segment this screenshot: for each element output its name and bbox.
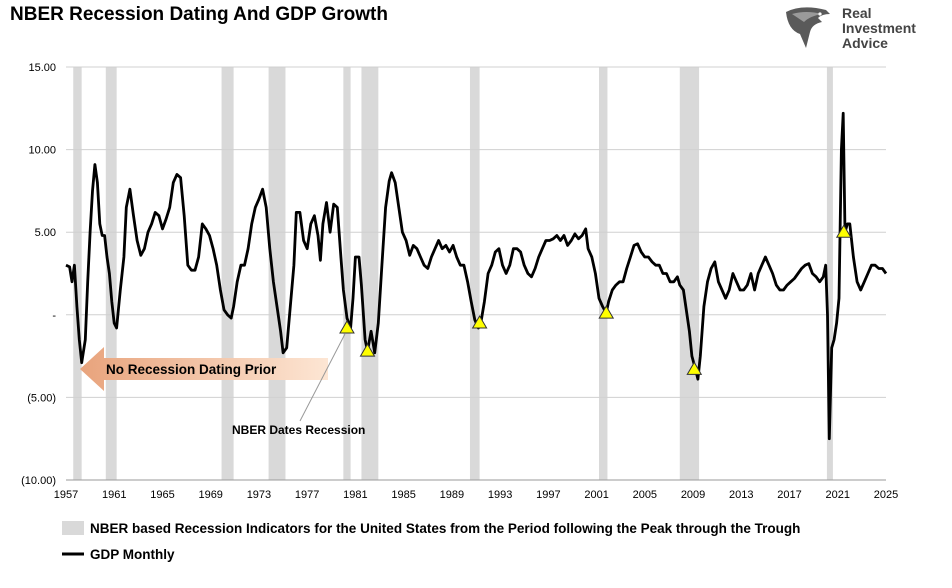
x-tick-label: 1989 (440, 489, 464, 501)
logo-text: Real Investment Advice (842, 6, 916, 51)
no-recession-arrow: No Recession Dating Prior (80, 347, 328, 391)
legend: NBER based Recession Indicators for the … (62, 521, 800, 562)
recession-triangle-marker (598, 305, 615, 319)
recession-triangle-marker (835, 224, 852, 238)
x-tick-label: 1985 (391, 489, 415, 501)
x-tick-label: 1965 (150, 489, 174, 501)
nber-callout: NBER Dates Recession (232, 333, 365, 437)
x-tick-label: 1957 (54, 489, 78, 501)
y-axis-ticks: 15.00 10.00 5.00 - (5.00) (10.00) (21, 62, 56, 487)
x-tick-label: 1997 (536, 489, 560, 501)
y-tick-label: 15.00 (28, 62, 56, 74)
x-tick-label: 2025 (874, 489, 898, 501)
callout-text: NBER Dates Recession (232, 423, 365, 437)
y-tick-label: (5.00) (27, 392, 56, 404)
x-axis-ticks: 1957 1961 1965 1969 1973 1977 1981 1985 1989 1993… (54, 489, 898, 501)
recession-band (469, 67, 480, 480)
legend-recession-label: NBER based Recession Indicators for the … (90, 521, 800, 536)
logo-line-2: Investment (842, 20, 916, 36)
x-tick-label: 1981 (343, 489, 367, 501)
chart-title: NBER Recession Dating And GDP Growth (10, 4, 388, 25)
logo-line-1: Real (842, 5, 872, 21)
y-tick-label: 5.00 (35, 227, 56, 239)
recession-bands (73, 67, 833, 480)
x-tick-label: 2009 (681, 489, 705, 501)
x-tick-label: 1973 (247, 489, 271, 501)
x-tick-label: 2017 (777, 489, 801, 501)
x-tick-label: 1961 (102, 489, 126, 501)
x-tick-label: 2013 (729, 489, 753, 501)
x-tick-label: 2001 (584, 489, 608, 501)
gridlines (66, 66, 886, 481)
x-tick-label: 1993 (488, 489, 512, 501)
recession-band (221, 67, 234, 480)
recession-band (73, 67, 82, 480)
callout-leader-line (299, 333, 346, 422)
y-tick-label: - (52, 310, 56, 322)
eagle-logo-icon (786, 7, 830, 49)
y-tick-label: 10.00 (28, 145, 56, 157)
recession-band (599, 67, 608, 480)
x-tick-label: 2005 (633, 489, 657, 501)
recession-band (343, 67, 351, 480)
recession-band (826, 67, 833, 480)
legend-gdp-label: GDP Monthly (90, 547, 175, 562)
logo: Real Investment Advice (782, 4, 942, 54)
x-tick-label: 1969 (198, 489, 222, 501)
recession-triangle-marker (471, 315, 488, 329)
recession-band (105, 67, 117, 480)
legend-recession-swatch (62, 521, 84, 535)
recession-triangle-marker (339, 320, 355, 334)
arrow-shape (80, 347, 328, 391)
y-tick-label: (10.00) (21, 475, 56, 487)
recession-triangle-marker (359, 343, 376, 357)
recession-band (679, 67, 700, 480)
recession-band (361, 67, 379, 480)
recession-markers (339, 224, 852, 375)
recession-triangle-marker (686, 361, 703, 375)
x-tick-label: 1977 (295, 489, 319, 501)
gdp-monthly-line (65, 111, 888, 441)
arrow-text: No Recession Dating Prior (106, 362, 277, 377)
logo-line-3: Advice (842, 35, 888, 51)
x-tick-label: 2021 (826, 489, 850, 501)
